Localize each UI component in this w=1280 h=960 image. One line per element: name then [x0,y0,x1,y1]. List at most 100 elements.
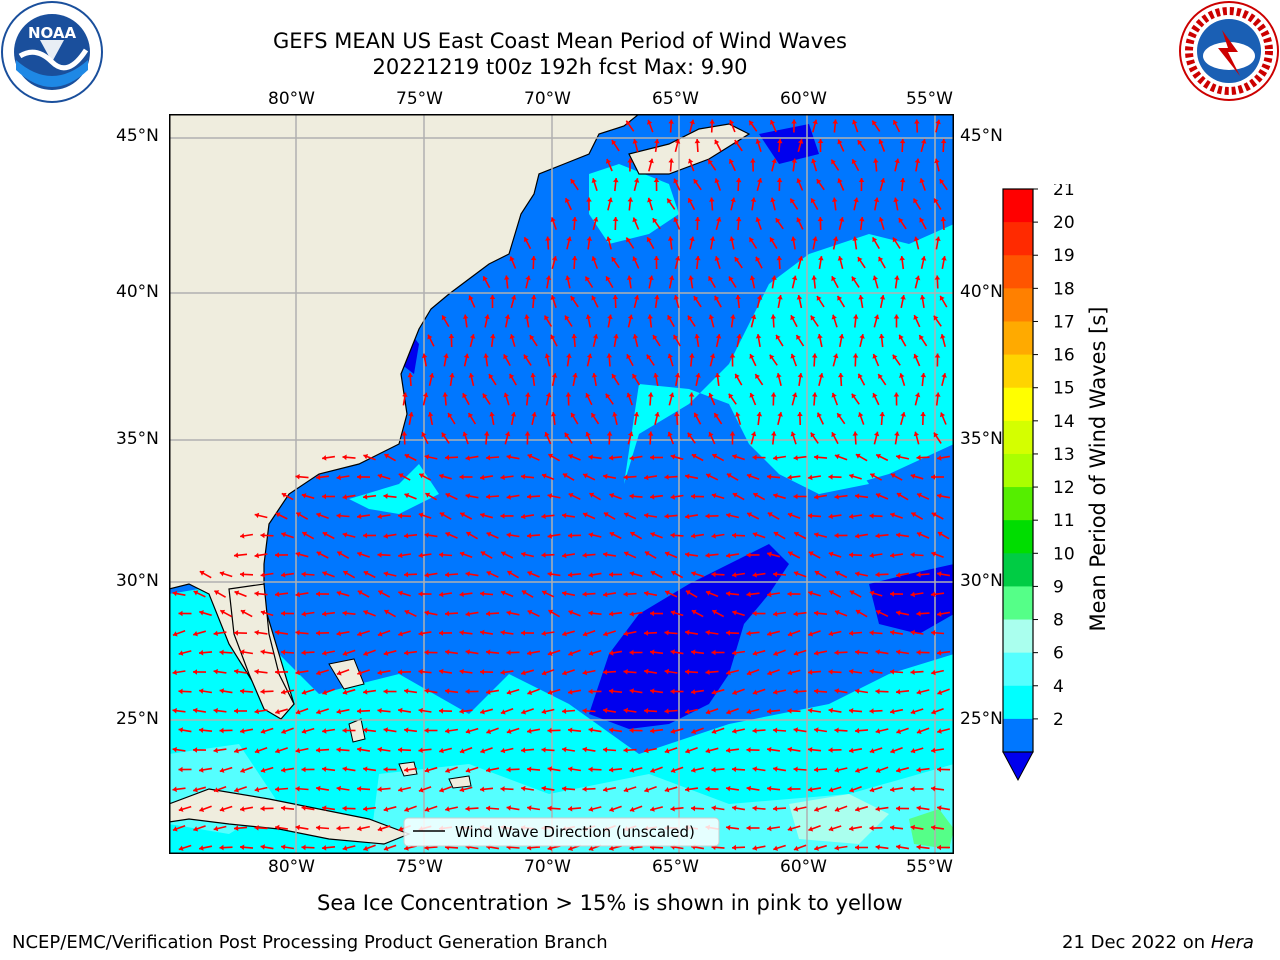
wind-wave-arrow-head [342,454,347,461]
wind-wave-arrow-head [890,591,894,597]
wind-wave-arrow-head [445,767,451,773]
wind-wave-arrow-head [855,844,859,851]
wind-wave-arrow-head [931,824,936,831]
wind-wave-arrow-head [503,354,509,360]
wind-wave-arrow-head [735,412,741,417]
wind-wave-arrow-head [500,590,506,596]
wind-wave-arrow-head [551,256,558,261]
wind-wave-arrow-head [644,787,650,793]
wind-wave-arrow-head [670,728,676,734]
wind-wave-arrow-head [480,512,485,519]
wind-wave-arrow-head [670,688,675,695]
wind-wave-arrow-head [541,630,546,637]
wind-wave-arrow-head [732,689,738,695]
wind-wave-arrow-head [219,844,224,851]
wind-wave-arrow-head [562,746,567,753]
wind-wave-arrow-head [732,728,737,734]
wind-wave-arrow-head [632,256,638,262]
wind-wave-arrow-head [812,236,818,242]
wind-wave-arrow-head [260,610,266,616]
wind-wave-arrow-head [586,197,592,202]
wind-wave-arrow-head [831,159,836,165]
wind-wave-arrow-head [568,572,573,578]
wind-wave-arrow-head [627,158,633,163]
wind-wave-arrow-head [835,610,840,616]
wind-wave-arrow-head [797,256,804,261]
host-text: Hera [1210,932,1254,953]
wind-wave-arrow-head [316,512,322,518]
wind-wave-arrow-head [588,650,594,656]
wind-wave-arrow-head [793,766,798,773]
wind-wave-arrow-head [726,669,731,676]
wind-wave-arrow-head [746,473,752,479]
wind-wave-arrow-head [650,494,655,500]
wind-wave-arrow-head [547,727,552,734]
wind-wave-arrow-head [941,373,947,378]
wind-wave-arrow-head [480,551,486,557]
lat-label-left-30n: 30°N [116,571,159,591]
wind-wave-arrow-head [254,825,259,831]
wind-wave-arrow-head [486,610,491,617]
wind-wave-arrow-head [793,650,799,656]
colorbar-ticks: 21 20 19 18 17 16 15 14 13 12 11 10 9 8 6 4 2 [1033,184,1075,730]
wind-wave-arrow-head [919,335,924,340]
wind-wave-arrow-head [260,805,265,812]
wind-wave-arrow-head [752,532,758,538]
wind-wave-arrow-head [509,373,515,379]
wind-wave-arrow-head [424,727,429,734]
wind-wave-arrow-head [664,513,669,519]
wind-wave-arrow-head [875,806,880,812]
wind-wave-arrow-head [755,334,762,339]
wind-wave-arrow-head [818,256,824,261]
wind-wave-arrow-head [482,393,488,399]
wind-wave-arrow-head [439,630,443,636]
wind-wave-arrow-head [541,513,546,519]
wind-wave-arrow-head [629,611,634,617]
wind-wave-arrow-head [898,218,904,223]
wind-wave-arrow-head [685,551,690,558]
wind-wave-arrow-head [408,412,414,417]
wind-wave-arrow-head [562,631,567,637]
wind-wave-arrow-head [916,610,921,617]
wind-wave-arrow-head [500,513,505,519]
wind-wave-arrow-head [828,747,833,753]
wind-wave-arrow-head [219,767,225,773]
wind-wave-arrow-head [896,767,901,773]
wind-wave-arrow-head [629,727,634,734]
wind-wave-arrow-head [711,493,717,499]
wind-wave-arrow-head [732,454,737,460]
wind-wave-arrow-head [711,571,716,578]
wind-wave-arrow-head [583,473,588,479]
wind-wave-arrow-head [896,572,901,578]
wind-wave-arrow-head [521,513,526,520]
wind-wave-arrow-head [363,570,369,576]
wind-wave-arrow-head [384,453,390,459]
wind-wave-arrow-head [398,473,404,479]
wind-wave-arrow-head [940,217,947,222]
wind-wave-arrow-head [178,845,184,851]
colorbar-segment [1003,255,1033,289]
wind-wave-arrow-head [648,158,654,164]
wind-wave-arrow-head [750,158,756,163]
wind-wave-arrow-head [791,392,798,398]
wind-wave-arrow-head [240,728,245,734]
wind-wave-arrow-head [668,158,674,163]
wind-wave-arrow-head [940,139,947,144]
wind-wave-arrow-head [872,120,877,126]
wind-wave-arrow-head [607,314,613,320]
wind-wave-arrow-head [295,824,300,831]
wind-wave-arrow-head [363,845,369,851]
wind-wave-arrow-head [773,650,779,656]
wind-wave-arrow-head [465,493,471,499]
wind-wave-arrow-head [664,748,670,754]
wind-wave-arrow-head [570,412,576,418]
wind-wave-arrow-head [869,630,874,636]
wind-wave-arrow-head [787,786,792,792]
wind-wave-arrow-head [808,826,814,832]
wind-wave-arrow-head [588,766,593,773]
land-bahamas [328,658,472,789]
wind-wave-arrow-head [890,669,895,675]
wind-wave-arrow-head [609,455,614,461]
wind-wave-arrow-head [899,178,906,183]
wind-wave-arrow-head [418,512,424,518]
